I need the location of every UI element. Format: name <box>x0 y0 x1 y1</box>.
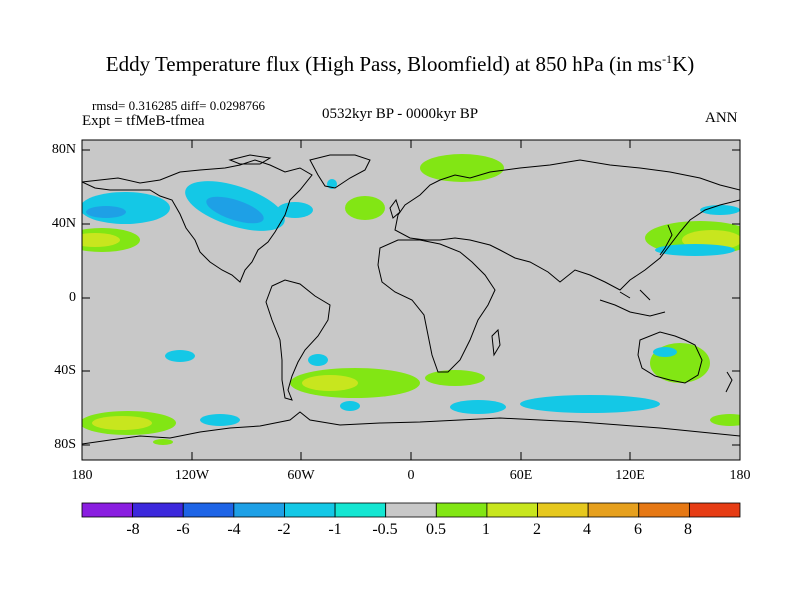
anomaly-japan-negative <box>655 244 735 256</box>
anomaly-nw-pacific-core <box>82 233 120 247</box>
title-text: Eddy Temperature flux (High Pass, Bloomf… <box>105 52 663 76</box>
coastlines <box>82 154 740 445</box>
lon-label-60w: 60W <box>287 468 315 483</box>
colorbar-swatch <box>334 502 387 518</box>
lon-label-120w: 120W <box>174 468 210 483</box>
anomaly-australia-negative <box>653 347 677 357</box>
colorbar-label: -2 <box>277 521 291 538</box>
anomaly-s-pacific-negative-2 <box>200 414 240 426</box>
coast-new-zealand <box>725 371 733 393</box>
stats-label: rmsd= 0.316285 diff= 0.0298766 <box>92 98 265 113</box>
lat-label-40s: 40S <box>54 363 76 378</box>
lat-label-40n: 40N <box>51 216 76 231</box>
anomaly-s-america-negative <box>308 354 328 366</box>
period-label: 0532kyr BP - 0000kyr BP <box>322 106 479 122</box>
lat-label-80s: 80S <box>54 437 76 452</box>
colorbar <box>81 502 741 518</box>
coast-eurasia <box>394 159 740 291</box>
colorbar-swatch <box>435 502 488 518</box>
anomaly-antarctic-positive <box>153 439 173 445</box>
colorbar-swatch <box>81 502 134 518</box>
colorbar-swatch <box>537 502 589 518</box>
anomaly-s-indian-positive <box>425 370 485 386</box>
coast-greenland <box>309 154 371 189</box>
colorbar-label: 6 <box>634 521 642 538</box>
coast-south-america <box>265 279 331 401</box>
colorbar-label: 2 <box>533 521 541 538</box>
experiment-label: Expt = tfMeB-tfmea <box>82 113 205 129</box>
lat-label-0: 0 <box>69 290 76 305</box>
anomaly-n-pacific-core <box>86 206 126 218</box>
colorbar-label: -8 <box>126 521 140 538</box>
colorbar-label: -0.5 <box>372 521 398 538</box>
colorbar-swatch <box>132 502 184 518</box>
anomaly-arctic-positive <box>420 154 504 182</box>
anomaly-southern-ocean-negative-2 <box>520 395 660 413</box>
coast-africa <box>377 239 496 373</box>
lon-label-60e: 60E <box>509 468 533 483</box>
colorbar-swatch <box>233 502 285 518</box>
colorbar-label: 1 <box>482 521 490 538</box>
coast-japan <box>659 224 673 256</box>
coast-arctic-islands <box>228 154 272 165</box>
colorbar-label: 8 <box>684 521 692 538</box>
anomaly-n-atlantic-positive <box>345 196 385 220</box>
coast-madagascar <box>491 328 501 357</box>
axis-ticks <box>81 140 741 460</box>
map-title: Eddy Temperature flux (High Pass, Bloomf… <box>0 52 800 77</box>
coast-british-isles <box>389 198 401 219</box>
anomaly-s-pacific-negative <box>165 350 195 362</box>
colorbar-swatch <box>486 502 538 518</box>
colorbar-swatch <box>182 502 235 518</box>
coast-north-america <box>82 159 313 283</box>
lon-label-120e: 120E <box>615 468 645 483</box>
anomaly-field <box>82 154 740 445</box>
lat-label-80n: 80N <box>51 142 76 157</box>
coast-indonesia <box>599 289 666 317</box>
anomaly-s-atlantic-core <box>302 375 358 391</box>
colorbar-label: 4 <box>583 521 591 538</box>
anomaly-drake-negative <box>340 401 360 411</box>
colorbar-label: 0.5 <box>426 521 446 538</box>
lon-label-180w: 180 <box>71 468 93 483</box>
colorbar-label: -1 <box>328 521 342 538</box>
title-end: K) <box>672 52 695 76</box>
colorbar-swatch <box>587 502 640 518</box>
coast-antarctica <box>82 411 740 445</box>
anomaly-southern-ocean-negative-1 <box>450 400 506 414</box>
anomaly-n-america-core <box>206 196 264 224</box>
anomaly-nw-atlantic <box>277 202 313 218</box>
lon-label-180e: 180 <box>729 468 751 483</box>
coast-australia <box>637 331 703 384</box>
colorbar-swatch <box>284 502 336 518</box>
anomaly-kamchatka-negative <box>700 205 740 215</box>
season-label: ANN <box>705 110 738 126</box>
lon-label-0: 0 <box>407 468 415 483</box>
colorbar-swatch <box>385 502 437 518</box>
colorbar-swatch <box>688 502 741 518</box>
anomaly-sw-pacific-core <box>92 416 152 430</box>
anomaly-se-edge-positive <box>710 414 740 426</box>
colorbar-label: -6 <box>176 521 190 538</box>
colorbar-swatch <box>638 502 690 518</box>
colorbar-label: -4 <box>227 521 241 538</box>
title-superscript: -1 <box>662 52 673 66</box>
